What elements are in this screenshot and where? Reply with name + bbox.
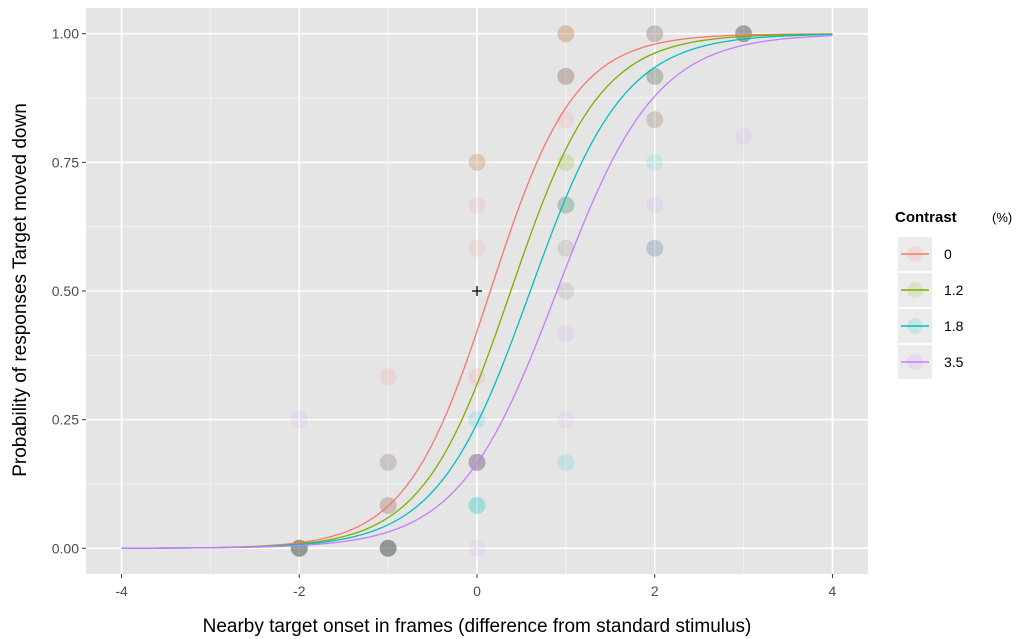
data-point: [646, 67, 664, 85]
axes: 0.00 0.25 0.50 0.75 1.00 -4 -2 0 2 4: [52, 26, 837, 599]
data-point: [468, 497, 486, 515]
data-point: [468, 153, 486, 171]
data-point: [646, 153, 664, 171]
data-point: [379, 453, 397, 471]
data-point: [557, 411, 575, 429]
legend-label: 3.5: [944, 354, 964, 370]
data-point: [290, 411, 308, 429]
data-point: [646, 239, 664, 257]
data-points: [290, 25, 753, 557]
data-point: [468, 239, 486, 257]
legend-title: Contrast: [895, 209, 957, 226]
data-point: [557, 453, 575, 471]
legend-entry-1.2: 1.2: [898, 273, 964, 307]
data-point: [646, 196, 664, 214]
data-point: [468, 539, 486, 557]
legend-label: 1.8: [944, 318, 964, 334]
y-tick-label: 0.50: [52, 283, 79, 299]
data-point: [379, 539, 397, 557]
legend-unit: (%): [992, 210, 1012, 225]
data-point: [735, 128, 753, 146]
fitted-curves: [121, 33, 833, 549]
data-point: [379, 368, 397, 386]
x-tick-label: -4: [115, 583, 128, 599]
x-tick-label: -2: [293, 583, 306, 599]
data-point: [557, 25, 575, 43]
data-point: [468, 411, 486, 429]
data-point: [646, 25, 664, 43]
x-tick-label: 2: [651, 583, 659, 599]
series-line-3.5: [121, 35, 833, 549]
y-tick-label: 0.00: [52, 540, 79, 556]
y-tick-label: 0.25: [52, 412, 79, 428]
center-cross-marker: [472, 286, 482, 296]
x-tick-label: 0: [473, 583, 481, 599]
center-marker: [472, 286, 482, 296]
x-axis-title: Nearby target onset in frames (differenc…: [203, 616, 752, 637]
legend-entry-3.5: 3.5: [898, 345, 964, 379]
legend-label: 1.2: [944, 282, 964, 298]
data-point: [557, 282, 575, 300]
legend-entry-1.8: 1.8: [898, 309, 964, 343]
data-point: [557, 111, 575, 129]
legend: Contrast (%) 0 1.2 1.8 3.5: [895, 209, 1012, 379]
data-point: [646, 111, 664, 129]
x-tick-label: 4: [829, 583, 837, 599]
data-point: [468, 196, 486, 214]
legend-label: 0: [944, 246, 952, 262]
data-point: [557, 239, 575, 257]
data-point: [557, 67, 575, 85]
y-axis-title: Probability of responses Target moved do…: [10, 103, 31, 477]
legend-entry-0: 0: [898, 237, 952, 271]
y-tick-label: 0.75: [52, 154, 79, 170]
data-point: [557, 325, 575, 343]
y-tick-label: 1.00: [52, 26, 79, 42]
